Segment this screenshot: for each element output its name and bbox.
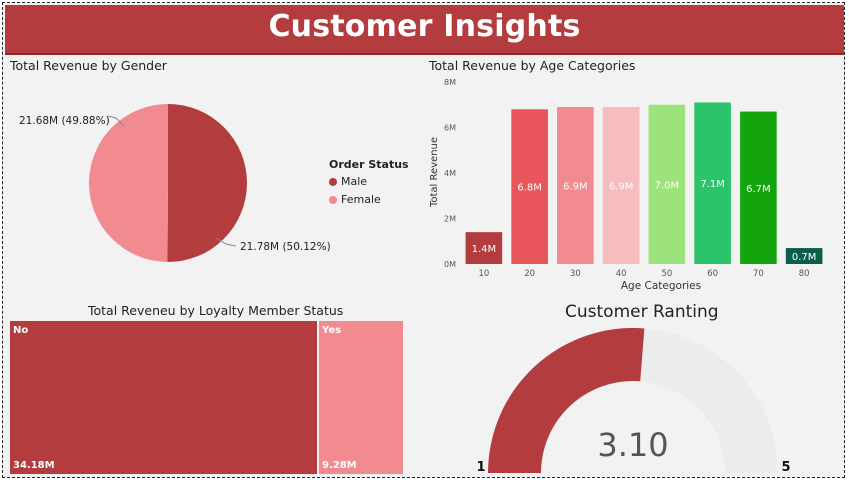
- legend-dot-male: [329, 177, 337, 186]
- x-tick-label: 40: [616, 269, 627, 279]
- gauge-value: 3.10: [597, 426, 668, 464]
- bar-data-label: 7.0M: [655, 180, 680, 191]
- gauge-fill: [488, 328, 645, 473]
- treemap-label-yes: Yes: [322, 325, 342, 336]
- gender-legend: Order Status Male Female: [329, 158, 409, 211]
- pie-label-female: 21.68M (49.88%): [19, 115, 110, 127]
- gauge-min-label: 1: [476, 460, 485, 475]
- x-tick-label: 80: [799, 269, 810, 279]
- legend-item-male[interactable]: Male: [329, 175, 409, 188]
- y-tick-label: 6M: [444, 124, 456, 133]
- x-tick-label: 10: [478, 269, 489, 279]
- bar-data-label: 0.7M: [792, 252, 817, 263]
- page-title: Customer Insights: [268, 9, 581, 44]
- treemap-tile-yes[interactable]: Yes 9.28M: [319, 321, 403, 474]
- bar-20[interactable]: [511, 109, 548, 264]
- pie-label-male: 21.78M (50.12%): [240, 241, 331, 253]
- bar-70[interactable]: [740, 111, 777, 264]
- x-tick-label: 70: [753, 269, 764, 279]
- y-axis-label: Total Revenue: [429, 137, 440, 208]
- treemap-value-yes: 9.28M: [322, 460, 357, 471]
- bar-60[interactable]: [694, 102, 731, 264]
- age-chart-title: Total Revenue by Age Categories: [429, 58, 636, 73]
- bar-50[interactable]: [648, 104, 686, 264]
- x-axis-label: Age Categories: [621, 280, 701, 292]
- male-leader-line: [215, 237, 237, 247]
- legend-title: Order Status: [329, 158, 409, 171]
- age-bar-chart[interactable]: 0M 2M 4M 6M 8M 10 20 30 40 50 60 70 80 1.4M 6.8M 6.9M 6…: [425, 72, 845, 297]
- x-tick-label: 60: [707, 269, 718, 279]
- gauge-max-label: 5: [781, 460, 790, 475]
- legend-dot-female: [329, 195, 337, 204]
- legend-item-female[interactable]: Female: [329, 193, 409, 206]
- bar-data-label: 6.9M: [609, 182, 634, 193]
- treemap-value-no: 34.18M: [13, 460, 55, 471]
- gender-pie-chart[interactable]: 21.68M (49.88%) 21.78M (50.12%): [0, 70, 420, 300]
- bar-30[interactable]: [557, 107, 594, 265]
- legend-label-male: Male: [341, 175, 368, 188]
- y-tick-label: 0M: [444, 260, 456, 269]
- bar-data-label: 7.1M: [700, 179, 725, 190]
- bar-data-label: 1.4M: [472, 244, 497, 255]
- header-banner: Customer Insights: [5, 5, 844, 55]
- x-tick-label: 20: [524, 269, 535, 279]
- y-tick-label: 4M: [444, 169, 456, 178]
- treemap-tile-no[interactable]: No 34.18M: [10, 321, 317, 474]
- bar-80[interactable]: [785, 248, 823, 264]
- pie-slice-female[interactable]: [89, 104, 168, 262]
- y-tick-label: 2M: [444, 215, 456, 224]
- gauge-title: Customer Ranting: [565, 302, 719, 322]
- rating-gauge[interactable]: 3.10 1 5: [470, 320, 800, 478]
- pie-slice-male[interactable]: [167, 104, 248, 262]
- y-tick-label: 8M: [444, 78, 456, 87]
- x-tick-label: 30: [570, 269, 581, 279]
- bar-data-label: 6.7M: [746, 184, 771, 195]
- x-tick-label: 50: [661, 269, 672, 279]
- loyalty-chart-title: Total Reveneu by Loyalty Member Status: [88, 303, 344, 318]
- gender-chart-title: Total Revenue by Gender: [10, 58, 167, 73]
- bar-data-label: 6.8M: [517, 183, 542, 194]
- bar-10[interactable]: [465, 232, 503, 264]
- treemap-label-no: No: [13, 325, 29, 336]
- bar-40[interactable]: [602, 107, 640, 265]
- bar-data-label: 6.9M: [563, 182, 588, 193]
- female-leader-line: [107, 115, 125, 127]
- legend-label-female: Female: [341, 193, 381, 206]
